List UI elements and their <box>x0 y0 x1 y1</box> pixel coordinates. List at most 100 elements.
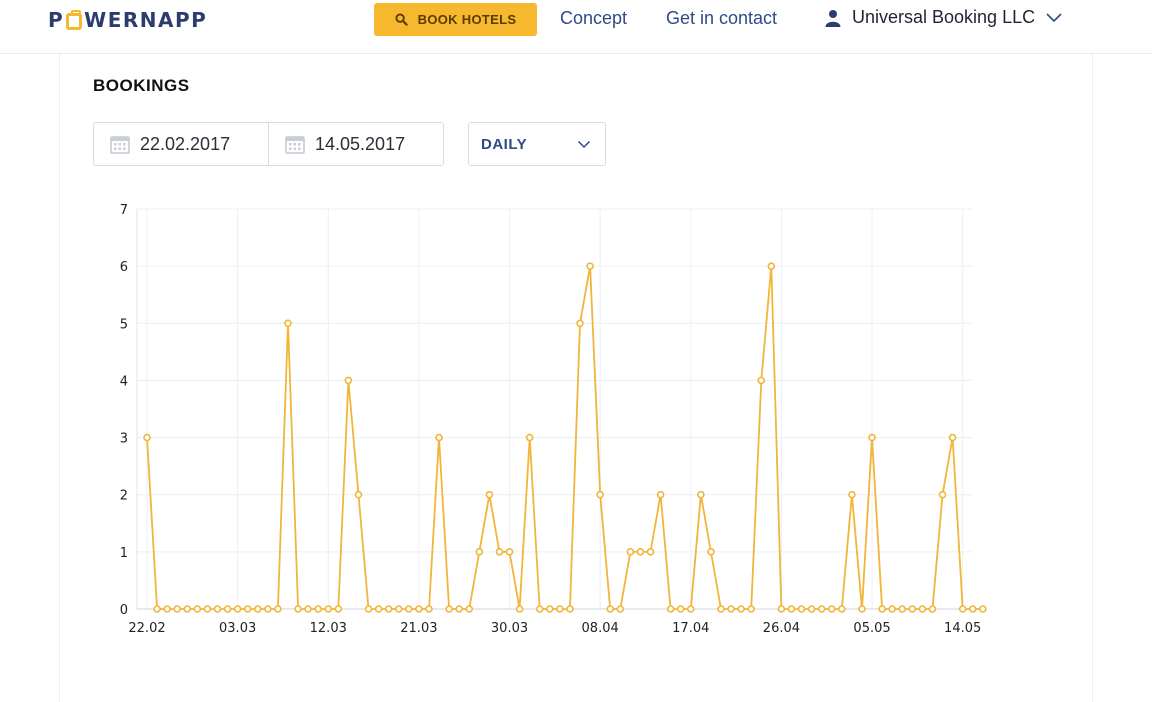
interval-select[interactable]: DAILY <box>468 122 606 166</box>
data-point <box>425 605 433 613</box>
x-tick-label: 14.05 <box>944 621 981 636</box>
data-point <box>586 262 594 270</box>
y-tick-label: 2 <box>120 489 128 504</box>
data-point <box>344 376 353 385</box>
book-hotels-button[interactable]: BOOK HOTELS <box>374 3 537 36</box>
data-point <box>324 605 333 613</box>
data-point <box>747 605 756 613</box>
data-point <box>364 605 373 613</box>
data-point <box>153 605 161 613</box>
data-point <box>676 605 685 613</box>
data-point <box>827 605 836 613</box>
data-point <box>264 605 272 613</box>
data-point <box>535 605 544 613</box>
data-point <box>737 605 745 613</box>
data-point <box>294 605 302 613</box>
chevron-down-icon <box>1046 12 1062 22</box>
series-line <box>146 265 983 610</box>
search-icon <box>395 13 408 26</box>
date-to-field[interactable]: 14.05.2017 <box>268 123 443 165</box>
data-point <box>848 490 856 499</box>
data-point <box>515 605 524 613</box>
data-point <box>505 548 514 556</box>
data-point <box>203 605 212 613</box>
data-point <box>777 605 786 613</box>
chevron-down-icon <box>577 140 591 148</box>
x-tick-label: 12.03 <box>310 621 347 636</box>
data-point <box>233 605 242 613</box>
nav-concept[interactable]: Concept <box>560 8 628 28</box>
y-tick-label: 0 <box>120 603 128 618</box>
x-tick-label: 30.03 <box>491 621 528 636</box>
user-name: Universal Booking LLC <box>852 7 1036 27</box>
data-point <box>475 548 484 556</box>
user-icon <box>825 9 841 27</box>
data-point <box>545 605 554 613</box>
data-point <box>606 605 615 613</box>
date-to-value: 14.05.2017 <box>315 133 406 154</box>
data-point <box>143 433 151 442</box>
date-from-field[interactable]: 22.02.2017 <box>94 123 268 165</box>
data-point <box>707 548 715 556</box>
data-point <box>223 605 232 613</box>
data-point <box>767 262 776 270</box>
calendar-icon <box>110 136 130 154</box>
data-point <box>525 433 534 442</box>
y-tick-label: 4 <box>120 374 128 389</box>
data-point <box>304 605 312 613</box>
data-point <box>465 605 474 613</box>
data-point <box>354 490 363 499</box>
data-point <box>243 605 252 613</box>
y-tick-label: 1 <box>120 546 128 561</box>
x-tick-label: 26.04 <box>763 621 800 636</box>
data-point <box>384 605 393 613</box>
interval-value: DAILY <box>481 135 528 153</box>
data-point <box>415 605 423 613</box>
data-point <box>485 490 494 499</box>
data-point <box>938 490 947 499</box>
data-point <box>757 376 766 385</box>
nav-get-in-contact[interactable]: Get in contact <box>666 8 778 28</box>
data-point <box>405 605 413 613</box>
data-point <box>888 605 896 613</box>
data-point <box>596 490 604 499</box>
data-point <box>968 605 977 613</box>
data-point <box>495 548 504 556</box>
data-point <box>717 605 725 613</box>
x-tick-label: 05.05 <box>853 621 890 636</box>
data-point <box>918 605 927 613</box>
data-point <box>253 605 262 613</box>
calendar-icon <box>285 136 305 154</box>
data-point <box>817 605 826 613</box>
data-point <box>183 605 192 613</box>
data-point <box>868 433 876 442</box>
bookings-panel <box>59 54 1093 702</box>
user-menu[interactable]: Universal Booking LLC <box>824 7 1063 28</box>
y-tick-label: 6 <box>120 260 128 275</box>
data-point <box>334 605 343 613</box>
data-point <box>787 605 796 613</box>
data-point <box>797 605 806 613</box>
section-title: BOOKINGS <box>93 76 190 95</box>
data-point <box>566 605 574 613</box>
data-point <box>374 605 383 613</box>
data-point <box>898 605 907 613</box>
y-tick-label: 3 <box>120 432 128 447</box>
data-point <box>656 490 665 499</box>
data-point <box>697 490 705 499</box>
data-point <box>163 605 171 613</box>
book-hotels-label: BOOK HOTELS <box>417 12 517 27</box>
data-point <box>213 605 222 613</box>
data-point <box>878 605 886 613</box>
data-point <box>173 605 182 613</box>
data-point <box>636 548 645 556</box>
y-tick-label: 5 <box>120 317 128 332</box>
data-point <box>435 433 443 442</box>
data-point <box>858 605 866 613</box>
bag-icon <box>66 9 83 30</box>
data-point <box>445 605 453 613</box>
logo[interactable]: P WERNAPP <box>48 8 208 32</box>
data-point <box>908 605 917 613</box>
x-tick-label: 17.04 <box>672 621 709 636</box>
x-tick-label: 08.04 <box>582 621 619 636</box>
